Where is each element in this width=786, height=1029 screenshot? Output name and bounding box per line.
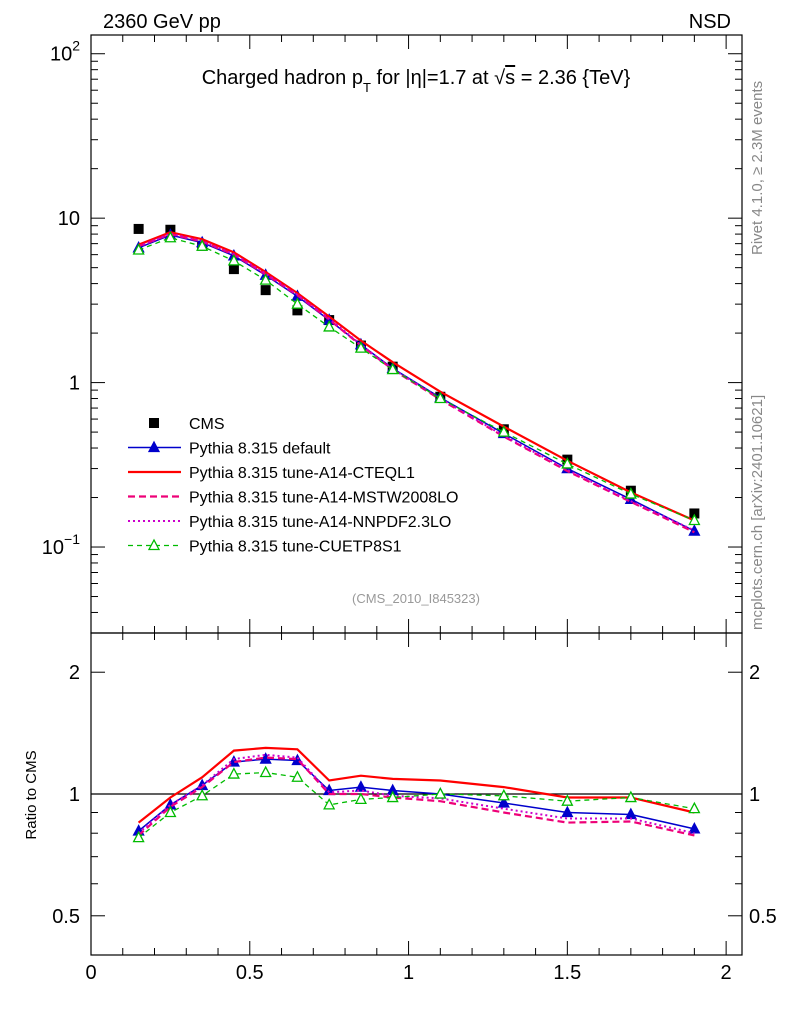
main-marker-pythia-8-315-tune-cuetp8s1-0 <box>132 243 145 255</box>
legend-marker-pythia-8-315-tune-cuetp8s1 <box>147 538 161 551</box>
ratio-marker-pythia-8-315-tune-cuetp8s1-9 <box>434 787 447 799</box>
ratio-marker-pythia-8-315-tune-cuetp8s1-5 <box>291 770 304 782</box>
ratio-marker-pythia-8-315-default-7 <box>354 780 368 792</box>
ratio-marker-pythia-8-315-tune-cuetp8s1-2 <box>196 788 209 801</box>
side-label-rivet: Rivet 4.1.0, ≥ 2.3M events <box>749 81 766 255</box>
main-y-tick-label: 1 <box>69 373 80 395</box>
main-marker-pythia-8-315-tune-cuetp8s1-10 <box>497 425 510 437</box>
main-point-cms-13 <box>689 508 700 519</box>
chart-title-mid: for |η|=1.7 at <box>371 67 494 89</box>
ratio-y-tick-label: 1 <box>69 784 80 806</box>
side-label-mcplots: mcplots.cern.ch [arXiv:2401.10621] <box>749 395 766 630</box>
ratio-panel: 0.5 0.5 1 1 2 2 Ratio to CMS 0 0.5 1 1.5 2 <box>23 632 777 984</box>
main-marker-pythia-8-315-default-13 <box>688 524 701 536</box>
ratio-marker-pythia-8-315-tune-cuetp8s1-13 <box>688 801 701 814</box>
main-marker-pythia-8-315-tune-cuetp8s1-1 <box>164 230 177 243</box>
legend-label-cms: CMS <box>189 416 225 433</box>
main-marker-pythia-8-315-tune-cuetp8s1-4 <box>259 273 272 285</box>
main-axis-ticks <box>90 35 742 634</box>
ratio-marker-pythia-8-315-tune-cuetp8s1-6 <box>323 797 336 810</box>
ratio-marker-pythia-8-315-tune-cuetp8s1-4 <box>259 765 272 778</box>
ratio-marker-pythia-8-315-tune-cuetp8s1-0 <box>132 830 145 843</box>
ratio-marker-pythia-8-315-tune-cuetp8s1-1 <box>164 805 177 818</box>
main-point-cms-0 <box>133 223 144 234</box>
main-series-layer <box>132 223 701 536</box>
legend: CMS Pythia 8.315 default Pythia 8.315 tune… <box>128 416 458 556</box>
ratio-marker-pythia-8-315-tune-cuetp8s1-3 <box>227 767 240 779</box>
ratio-marker-pythia-8-315-tune-cuetp8s1-12 <box>624 790 637 803</box>
main-y-tick-label: 102 <box>50 38 80 66</box>
main-y-tick-label-exp: 2 <box>72 38 80 54</box>
ratio-marker-pythia-8-315-tune-cuetp8s1-11 <box>561 794 574 806</box>
chart-title-pre: Charged hadron p <box>202 67 363 89</box>
main-line-pythia-8-315-tune-cuetp8s1 <box>138 237 695 522</box>
x-tick-label: 1 <box>403 962 414 984</box>
chart-title-post: = 2.36 {TeV} <box>515 67 630 89</box>
ratio-line-pythia-8-315-tune-a14-cteql1 <box>137 746 695 824</box>
main-y-tick-label-base: 10 <box>50 44 72 66</box>
x-tick-label: 2 <box>721 962 732 984</box>
ratio-marker-pythia-8-315-default-11 <box>561 805 574 818</box>
main-point-cms-3 <box>228 264 239 275</box>
main-line-pythia-8-315-tune-a14-cteql1 <box>138 231 695 522</box>
x-tick-labels: 0 0.5 1 1.5 2 <box>85 962 731 984</box>
main-marker-pythia-8-315-tune-cuetp8s1-7 <box>354 341 368 353</box>
chart-title: Charged hadron pT for |η|=1.7 at √s = 2.… <box>202 67 631 95</box>
ratio-y-tick-labels: 0.5 0.5 1 1 2 2 <box>52 662 777 928</box>
ratio-marker-pythia-8-315-tune-cuetp8s1-10 <box>497 788 510 801</box>
legend-label-pythia-8-315-tune-cuetp8s1: Pythia 8.315 tune-CUETP8S1 <box>189 539 402 556</box>
legend-label-pythia-8-315-default: Pythia 8.315 default <box>189 441 331 458</box>
main-marker-pythia-8-315-tune-cuetp8s1-3 <box>227 253 240 266</box>
ratio-y-tick-label-right: 1 <box>749 784 760 806</box>
main-marker-pythia-8-315-tune-cuetp8s1-5 <box>291 297 304 309</box>
main-point-cms-4 <box>260 285 271 296</box>
main-line-pythia-8-315-tune-a14-nnpdf2-3lo <box>138 232 695 532</box>
ratio-marker-pythia-8-315-tune-cuetp8s1-7 <box>354 792 368 805</box>
legend-label-pythia-8-315-tune-a14-cteql1: Pythia 8.315 tune-A14-CTEQL1 <box>189 465 415 482</box>
main-y-tick-label-base: 1 <box>69 373 80 395</box>
x-tick-label: 0 <box>85 962 96 984</box>
ratio-line-pythia-8-315-default <box>138 758 695 832</box>
ratio-series-layer <box>132 746 701 843</box>
main-marker-pythia-8-315-tune-cuetp8s1-2 <box>196 239 209 251</box>
x-tick-label: 0.5 <box>236 962 264 984</box>
ratio-y-axis-label: Ratio to CMS <box>23 750 40 839</box>
main-marker-pythia-8-315-tune-cuetp8s1-13 <box>688 513 701 526</box>
legend-marker-cms <box>149 418 159 428</box>
legend-marker-pythia-8-315-default <box>147 440 161 453</box>
main-y-tick-label: 10−1 <box>42 531 80 559</box>
main-y-tick-label-exp: −1 <box>64 531 80 547</box>
header-left-label: 2360 GeV pp <box>103 11 221 33</box>
chart-title-sqrt: √ <box>494 67 505 89</box>
main-line-pythia-8-315-tune-a14-mstw2008lo <box>138 232 695 534</box>
main-marker-pythia-8-315-tune-cuetp8s1-9 <box>434 391 447 404</box>
x-tick-label: 1.5 <box>553 962 581 984</box>
main-marker-pythia-8-315-tune-cuetp8s1-6 <box>323 320 336 332</box>
main-marker-pythia-8-315-tune-cuetp8s1-11 <box>561 457 574 469</box>
legend-label-pythia-8-315-tune-a14-mstw2008lo: Pythia 8.315 tune-A14-MSTW2008LO <box>189 490 458 507</box>
legend-label-pythia-8-315-tune-a14-nnpdf2-3lo: Pythia 8.315 tune-A14-NNPDF2.3LO <box>189 514 451 531</box>
ratio-marker-pythia-8-315-default-10 <box>497 796 510 808</box>
ratio-line-pythia-8-315-tune-a14-mstw2008lo <box>137 756 695 837</box>
ratio-y-tick-label: 0.5 <box>52 906 80 928</box>
header-right-label: NSD <box>689 11 731 33</box>
main-y-tick-label: 10 <box>58 208 80 230</box>
main-marker-pythia-8-315-tune-cuetp8s1-12 <box>624 487 637 499</box>
main-point-cms-5 <box>292 305 303 316</box>
ratio-line-pythia-8-315-tune-a14-nnpdf2-3lo <box>137 753 695 835</box>
main-y-tick-label-base: 10 <box>42 537 64 559</box>
ratio-line-pythia-8-315-tune-cuetp8s1 <box>138 771 695 839</box>
main-marker-pythia-8-315-tune-cuetp8s1-8 <box>386 362 399 375</box>
analysis-watermark: (CMS_2010_I845323) <box>352 591 480 606</box>
ratio-y-tick-label: 2 <box>69 662 80 684</box>
chart-title-s: s <box>505 67 515 89</box>
main-y-tick-label-base: 10 <box>58 208 80 230</box>
ratio-marker-pythia-8-315-tune-cuetp8s1-8 <box>386 790 399 803</box>
chart-title-sub: T <box>363 80 371 95</box>
ratio-y-tick-label-right: 0.5 <box>749 906 777 928</box>
ratio-y-tick-label-right: 2 <box>749 662 760 684</box>
